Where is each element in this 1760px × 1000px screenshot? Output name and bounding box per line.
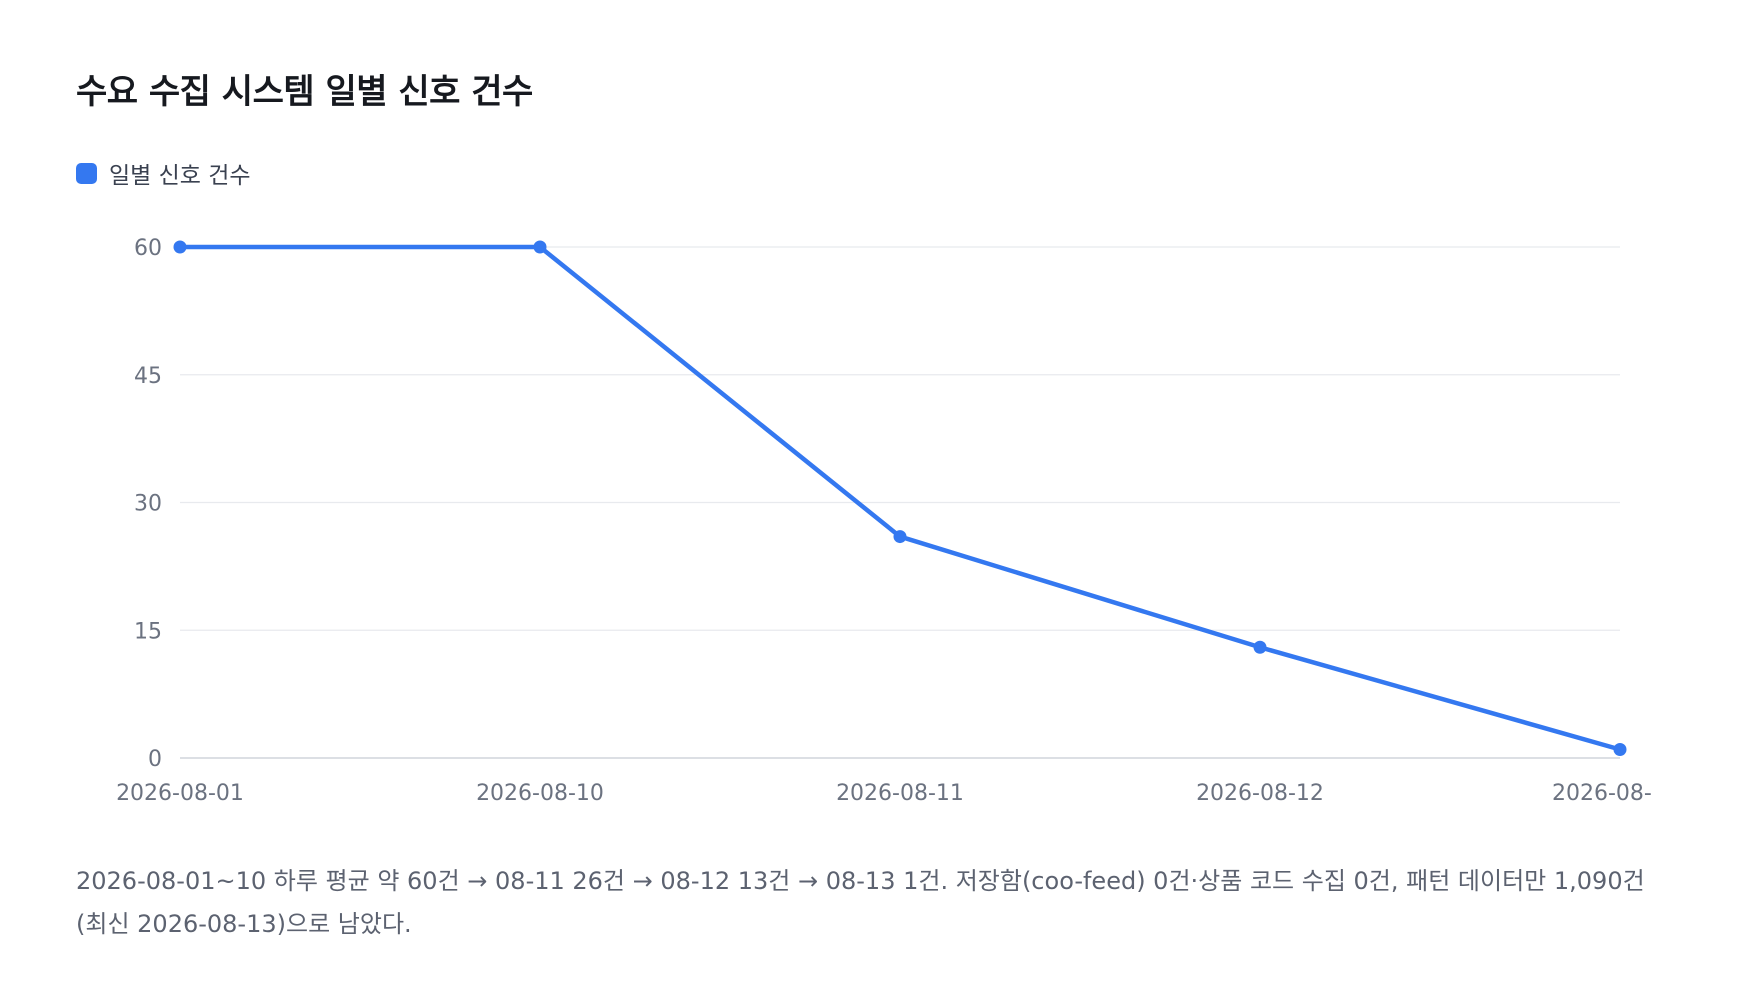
line-chart: 0 15 30 45 60 2026-08-01 2026-08-10 2026-08-11… [116,236,1652,806]
x-axis-ticks: 2026-08-01 2026-08-10 2026-08-11 2026-08-12… [116,781,1652,806]
point-layer [173,240,1627,756]
y-tick-label: 45 [134,364,162,389]
legend-label: 일별 신호 건수 [109,163,251,189]
series-layer [177,244,1623,752]
series-line [177,244,1623,752]
data-point[interactable] [893,530,907,544]
y-tick-label: 0 [148,747,162,772]
x-tick-label: 2026-08-10 [476,781,604,806]
chart-caption: 2026-08-01~10 하루 평균 약 60건 → 08-11 26건 → … [76,867,1645,938]
x-tick-label: 2026-08- [1552,781,1652,806]
x-tick-label: 2026-08-01 [116,781,244,806]
y-tick-label: 15 [134,619,162,644]
y-tick-label: 30 [134,492,162,517]
y-tick-label: 60 [134,236,162,261]
x-tick-label: 2026-08-11 [836,781,964,806]
legend-swatch [76,162,97,184]
data-point[interactable] [1253,640,1267,654]
data-point[interactable] [533,240,547,254]
x-tick-label: 2026-08-12 [1196,781,1324,806]
chart-title: 수요 수집 시스템 일별 신호 건수 [76,72,533,112]
grid-layer [180,246,1620,759]
data-point[interactable] [1613,742,1627,756]
data-point[interactable] [173,240,187,254]
y-axis-ticks: 0 15 30 45 60 [134,236,162,772]
legend: 일별 신호 건수 [76,156,251,190]
